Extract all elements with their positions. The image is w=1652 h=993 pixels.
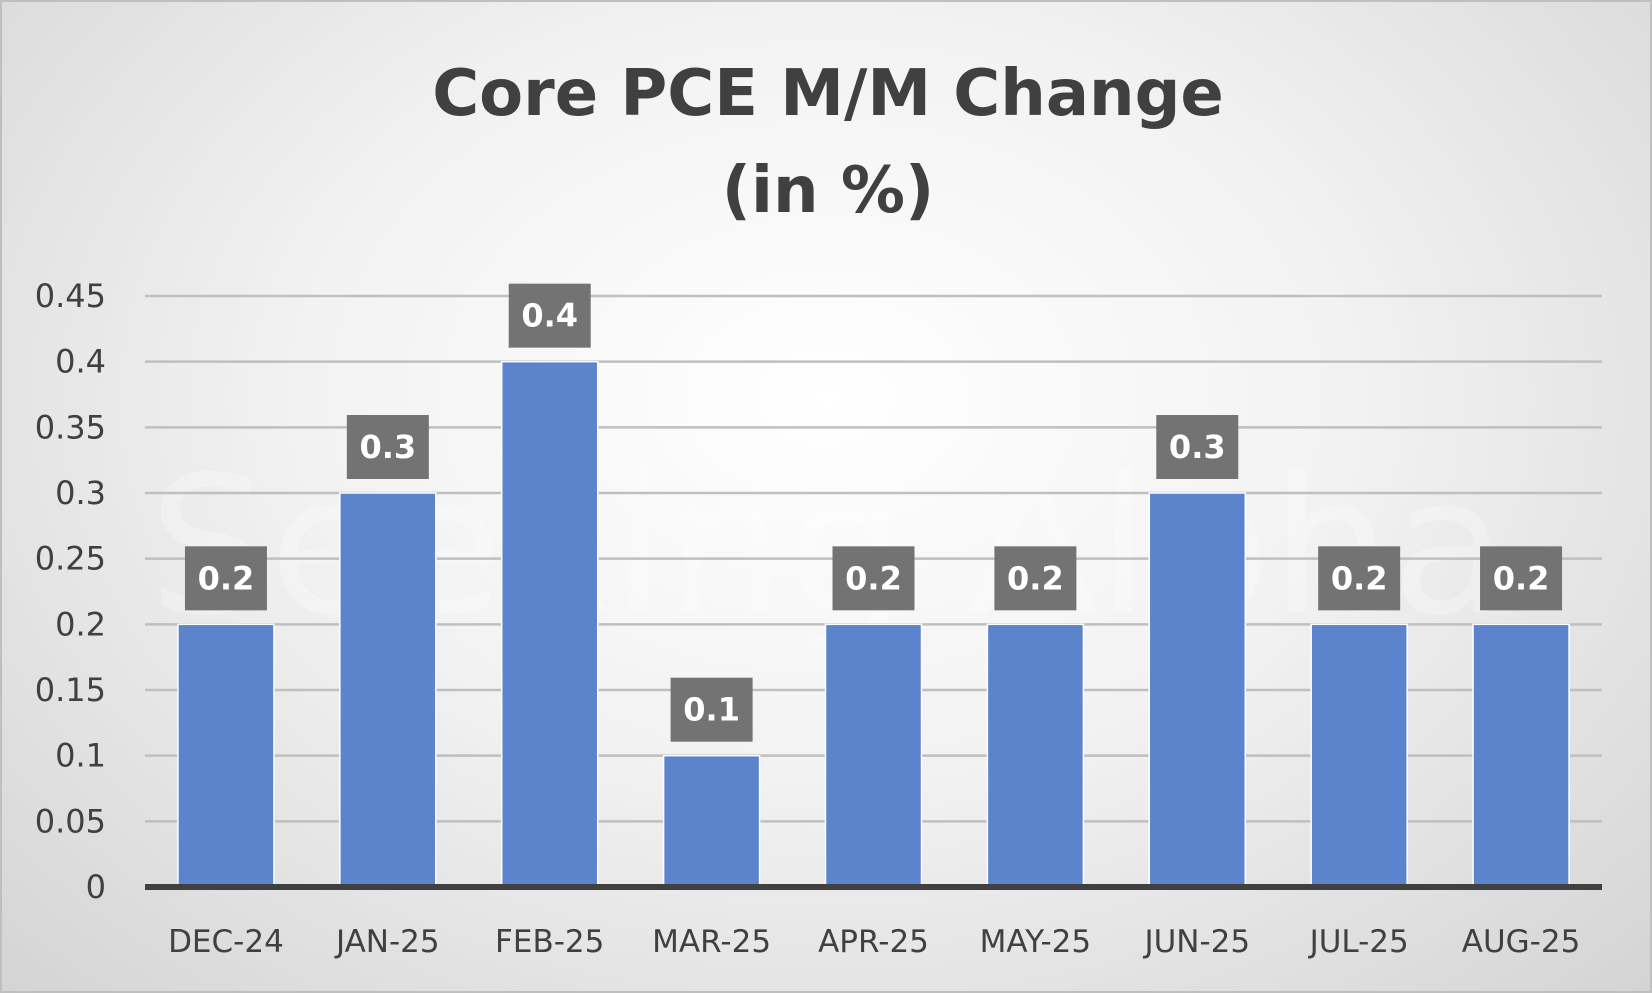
data-label: 0.2 — [1493, 559, 1550, 597]
x-tick-label: FEB-25 — [495, 924, 604, 960]
data-label-box — [346, 415, 429, 479]
x-tick-label: DEC-24 — [168, 924, 284, 960]
y-tick-label: 0.15 — [35, 671, 106, 709]
x-tick-label: JUN-25 — [1142, 924, 1250, 960]
bar-aug-25 — [1472, 623, 1570, 888]
y-tick-label: 0.2 — [55, 605, 106, 643]
data-labels: 0.2 0.3 0.4 0.1 0.2 0.2 0.3 0.2 0.2 — [184, 283, 1563, 742]
data-label-box — [1318, 546, 1401, 611]
bars — [177, 360, 1570, 888]
data-label-box — [1480, 546, 1563, 611]
y-tick-label: 0.45 — [35, 277, 106, 315]
data-label: 0.2 — [1331, 559, 1388, 597]
x-tick-label: MAR-25 — [652, 924, 771, 960]
data-label-box — [994, 546, 1077, 611]
x-tick-label: AUG-25 — [1462, 924, 1581, 960]
data-label-box — [508, 283, 591, 348]
bar-mar-25 — [662, 754, 761, 888]
bar-jan-25 — [339, 492, 437, 888]
data-label: 0.3 — [359, 428, 416, 466]
x-tick-label: JAN-25 — [334, 924, 440, 960]
data-label-box — [184, 546, 267, 611]
data-label: 0.2 — [845, 559, 902, 597]
data-label-box — [670, 677, 753, 742]
y-tick-label: 0.25 — [35, 540, 106, 578]
chart-title: Core PCE M/M Change — [432, 57, 1224, 131]
data-label: 0.2 — [198, 559, 255, 597]
y-tick-label: 0.05 — [35, 802, 106, 840]
data-label: 0.2 — [1007, 559, 1064, 597]
y-tick-label: 0 — [86, 868, 106, 906]
x-tick-label: MAY-25 — [980, 924, 1091, 960]
data-label: 0.4 — [521, 297, 578, 335]
x-tick-label: JUL-25 — [1308, 924, 1409, 960]
y-tick-label: 0.4 — [55, 343, 106, 381]
y-tick-label: 0.35 — [35, 408, 106, 446]
bar-may-25 — [986, 623, 1085, 888]
bar-dec-24 — [177, 623, 275, 888]
data-label: 0.1 — [683, 691, 740, 729]
bar-jul-25 — [1310, 623, 1408, 888]
x-axis-ticks: DEC-24 JAN-25 FEB-25 MAR-25 APR-25 MAY-25 JUN-… — [168, 924, 1580, 960]
bar-apr-25 — [824, 623, 923, 888]
x-tick-label: APR-25 — [818, 924, 929, 960]
chart-subtitle: (in %) — [722, 154, 934, 228]
y-tick-label: 0.3 — [55, 474, 106, 512]
y-axis-ticks: 0 0.05 0.1 0.15 0.2 0.25 0.3 0.35 0.4 0.45 — [35, 277, 106, 906]
data-label-box — [1156, 415, 1239, 479]
bar-jun-25 — [1148, 492, 1247, 888]
bar-feb-25 — [500, 360, 599, 888]
y-tick-label: 0.1 — [55, 737, 106, 775]
data-label: 0.3 — [1169, 428, 1226, 466]
data-label-box — [832, 546, 915, 611]
